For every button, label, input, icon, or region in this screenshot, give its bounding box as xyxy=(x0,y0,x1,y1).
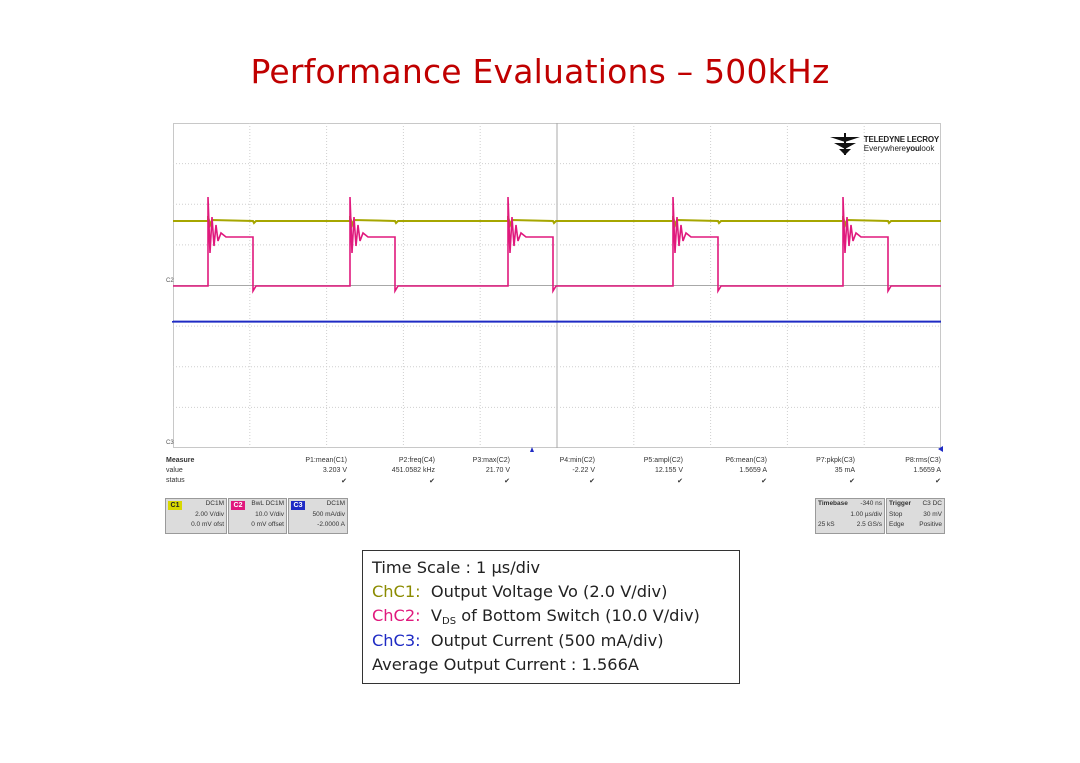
measure-value: -2.22 V xyxy=(572,467,595,474)
oscilloscope-screenshot: TELEDYNE LECROY Everywhereyoulook C2 C3 … xyxy=(165,121,947,536)
measure-status: ✔ xyxy=(849,478,855,485)
trigger-type: Edge xyxy=(889,521,905,528)
vertical-scale: 10.0 V/div xyxy=(255,511,284,518)
ch2-label: ChC2: xyxy=(372,606,421,626)
trigger-box[interactable]: Trigger C3 DC Stop 30 mV Edge Positive xyxy=(886,498,945,534)
measure-name: P2:freq(C4) xyxy=(398,457,435,464)
trigger-source: C3 DC xyxy=(922,500,942,507)
timebase-rate: 2.5 GS/s xyxy=(856,521,882,528)
timebase-box[interactable]: Timebase -340 ns 1.00 µs/div 25 kS 2.5 G… xyxy=(815,498,885,534)
ch1-text: Output Voltage Vo (2.0 V/div) xyxy=(430,582,668,602)
time-scale-line: Time Scale : 1 µs/div xyxy=(372,558,541,577)
measure-status: ✔ xyxy=(935,478,941,485)
trigger-mode: Stop xyxy=(889,511,903,518)
channel-c1-box[interactable]: C1 DC1M 2.00 V/div 0.0 mV ofst xyxy=(165,498,227,534)
vertical-scale: 2.00 V/div xyxy=(195,511,224,518)
measure-label: Measure xyxy=(166,457,195,464)
trace-c3-output-current xyxy=(172,320,941,323)
measure-header-row: Measure xyxy=(165,457,947,467)
channel-tag: C2 xyxy=(231,501,245,510)
timebase-samples: 25 kS xyxy=(818,521,835,528)
measure-name: P7:pkpk(C3) xyxy=(816,457,855,464)
measure-name: P1:mean(C1) xyxy=(305,457,347,464)
teledyne-logo-icon xyxy=(829,133,860,155)
measure-value: 1.5659 A xyxy=(739,467,767,474)
ch1-label: ChC1: xyxy=(372,582,421,602)
trigger-level-marker xyxy=(938,446,943,452)
ch3-line: ChC3: Output Current (500 mA/div) xyxy=(372,631,730,655)
timebase-delay: -340 ns xyxy=(860,500,882,507)
measure-name: P5:ampl(C2) xyxy=(643,457,683,464)
timebase-label: Timebase xyxy=(818,500,848,507)
measure-status: ✔ xyxy=(504,478,510,485)
measure-value: 21.70 V xyxy=(485,467,510,474)
status-label: status xyxy=(166,477,185,484)
measure-status: ✔ xyxy=(341,478,347,485)
measure-value: 35 mA xyxy=(834,467,855,474)
measure-status: ✔ xyxy=(429,478,435,485)
offset: 0.0 mV ofst xyxy=(191,521,224,528)
measure-status: ✔ xyxy=(677,478,683,485)
trigger-slope: Positive xyxy=(919,521,942,528)
measure-value: 12.155 V xyxy=(654,467,683,474)
measure-value: 3.203 V xyxy=(322,467,347,474)
coupling: BwL DC1M xyxy=(251,500,284,507)
measure-name: P4:min(C2) xyxy=(559,457,595,464)
coupling: DC1M xyxy=(205,500,224,507)
legend-box: Time Scale : 1 µs/div ChC1: Output Volta… xyxy=(362,550,740,684)
average-current-line: Average Output Current : 1.566A xyxy=(372,654,639,674)
measure-status: ✔ xyxy=(589,478,595,485)
ch1-line: ChC1: Output Voltage Vo (2.0 V/div) xyxy=(372,582,730,606)
measure-name: P8:rms(C3) xyxy=(905,457,941,464)
measure-value-row: value xyxy=(165,467,947,477)
ch2-text: of Bottom Switch (10.0 V/div) xyxy=(456,606,700,626)
teledyne-logo: TELEDYNE LECROY Everywhereyoulook xyxy=(829,133,939,155)
brand-name: TELEDYNE LECROY xyxy=(863,135,939,144)
trigger-label: Trigger xyxy=(889,500,912,507)
ch2-line: ChC2: VDS of Bottom Switch (10.0 V/div) xyxy=(372,606,700,628)
trigger-level: 30 mV xyxy=(923,511,942,518)
offset: 0 mV offset xyxy=(251,521,284,528)
trigger-position-marker xyxy=(530,447,534,452)
timebase-scale: 1.00 µs/div xyxy=(850,511,882,518)
measure-name: P3:max(C2) xyxy=(472,457,510,464)
channel-tag: C3 xyxy=(291,501,305,510)
offset: -2.0000 A xyxy=(317,521,345,528)
c3-marker: C3 xyxy=(166,440,174,446)
measure-name: P6:mean(C3) xyxy=(725,457,767,464)
waveform-display xyxy=(172,123,943,452)
ch3-label: ChC3: xyxy=(372,630,421,650)
measure-value: 1.5659 A xyxy=(913,467,941,474)
brand-tagline: Everywhereyoulook xyxy=(863,144,935,153)
trace-c2-vds xyxy=(173,196,941,294)
measure-status-row: status xyxy=(165,477,947,487)
slide-title: Performance Evaluations – 500kHz xyxy=(250,52,830,91)
coupling: DC1M xyxy=(326,500,345,507)
measure-status: ✔ xyxy=(761,478,767,485)
value-label: value xyxy=(166,467,183,474)
channel-c2-box[interactable]: C2 BwL DC1M 10.0 V/div 0 mV offset xyxy=(228,498,287,534)
c2-marker: C2 xyxy=(166,278,174,284)
vertical-scale: 500 mA/div xyxy=(312,511,345,518)
channel-c3-box[interactable]: C3 DC1M 500 mA/div -2.0000 A xyxy=(288,498,348,534)
ch3-text: Output Current (500 mA/div) xyxy=(430,630,664,650)
channel-tag: C1 xyxy=(168,501,182,510)
measure-value: 451.0582 kHz xyxy=(391,467,435,474)
